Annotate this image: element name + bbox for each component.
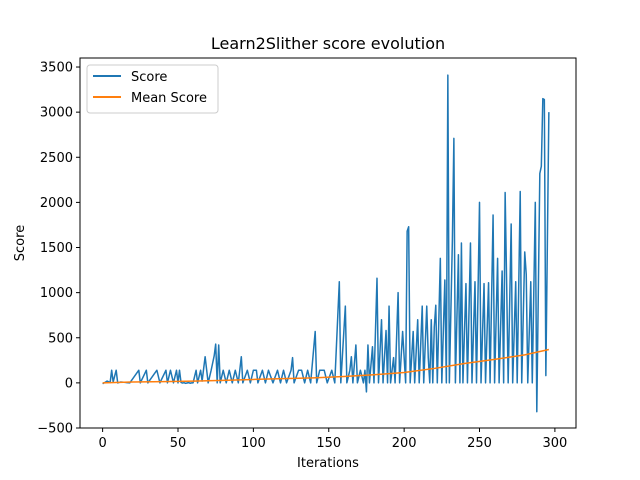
plot-frame	[79, 57, 577, 429]
series-layer	[102, 74, 550, 413]
x-tick-label: 250	[467, 436, 492, 451]
x-tick-label: 100	[241, 436, 266, 451]
y-tick-label: 0	[65, 376, 73, 391]
y-tick-label: 1500	[40, 241, 73, 256]
y-axis-label: Score	[13, 225, 28, 261]
chart-title: Learn2Slither score evolution	[211, 34, 445, 53]
x-tick-label: 0	[98, 436, 106, 451]
legend-mean-label: Mean Score	[131, 91, 207, 106]
x-tick-label: 300	[542, 436, 567, 451]
legend: Score Mean Score	[86, 64, 219, 114]
x-axis: 0 50 100 150 200 250 300	[98, 428, 567, 451]
y-tick-label: 1000	[40, 286, 73, 301]
y-tick-label: 3500	[40, 61, 73, 76]
y-tick-label: 2500	[40, 151, 73, 166]
x-tick-label: 200	[392, 436, 417, 451]
y-tick-label: 2000	[40, 196, 73, 211]
x-tick-label: 50	[170, 436, 187, 451]
legend-score-label: Score	[131, 70, 167, 85]
mean-score-series-line	[102, 348, 550, 384]
y-tick-label: −500	[37, 422, 73, 437]
x-tick-label: 150	[316, 436, 341, 451]
score-series-line	[102, 74, 550, 413]
y-tick-label: 3000	[40, 106, 73, 121]
x-axis-label: Iterations	[297, 456, 359, 471]
y-tick-label: 500	[48, 331, 73, 346]
y-axis: −500 0 500 1000 1500 2000 2500 3000 3500	[37, 61, 80, 437]
